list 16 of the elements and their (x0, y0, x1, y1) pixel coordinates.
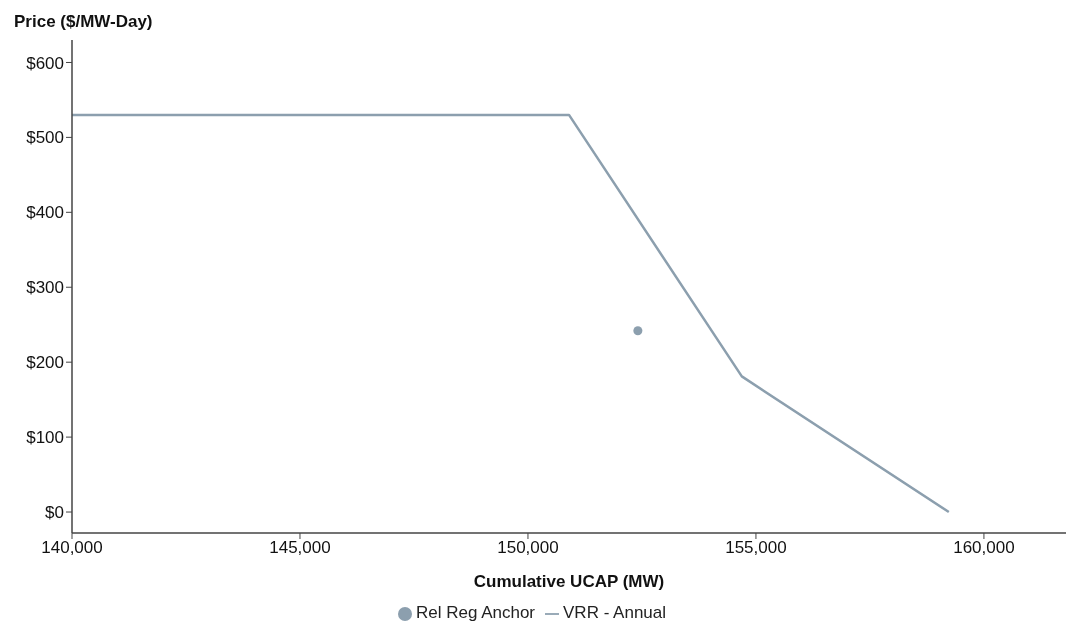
y-tick-label: $100 (26, 428, 64, 448)
y-tick-label: $0 (45, 503, 64, 523)
x-tick-label: 150,000 (497, 538, 559, 558)
y-axis-title: Price ($/MW-Day) (14, 12, 153, 32)
x-tick-label: 160,000 (953, 538, 1015, 558)
x-tick-label: 155,000 (725, 538, 787, 558)
y-tick-label: $200 (26, 353, 64, 373)
y-tick-label: $600 (26, 53, 64, 73)
x-tick-label: 140,000 (41, 538, 103, 558)
y-tick-label: $400 (26, 203, 64, 223)
y-tick-label: $300 (26, 278, 64, 298)
x-tick-label: 145,000 (269, 538, 331, 558)
legend-label: VRR - Annual (563, 603, 667, 622)
x-axis-title: Cumulative UCAP (MW) (473, 572, 665, 591)
y-tick-label: $500 (26, 128, 64, 148)
legend-label: Rel Reg Anchor (415, 603, 536, 622)
